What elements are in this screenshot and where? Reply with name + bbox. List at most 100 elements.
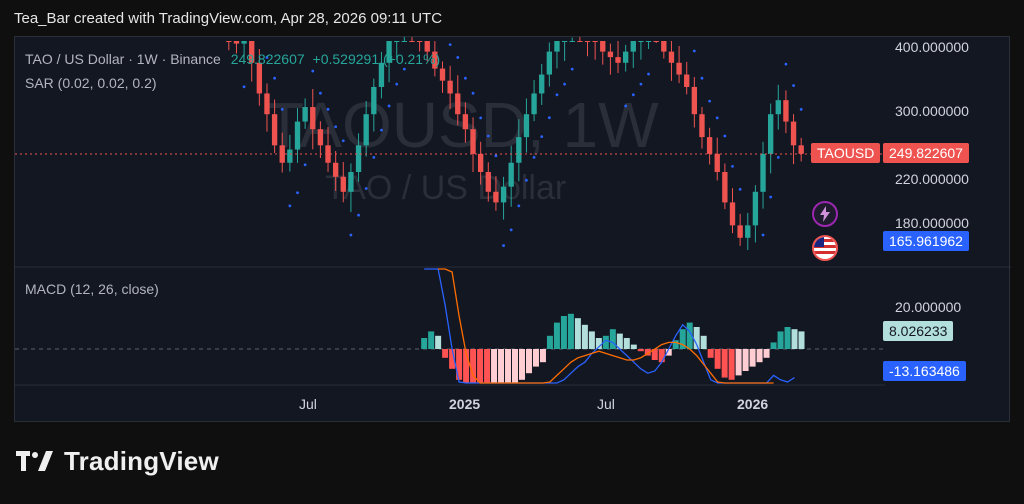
candle-body <box>767 114 774 154</box>
us-flag-icon[interactable] <box>812 235 838 261</box>
sar-dot <box>509 228 513 232</box>
price-label-400: 400.000000 <box>895 39 969 55</box>
candle-body <box>668 51 675 63</box>
macd-histogram-bar <box>784 327 791 349</box>
sar-dot <box>296 191 299 195</box>
macd-histogram-bar <box>595 338 602 349</box>
sar-dot <box>318 91 322 95</box>
sar-dot <box>494 154 498 158</box>
sar-dot <box>738 187 742 191</box>
candle-body <box>775 100 781 115</box>
candle-body <box>622 51 629 63</box>
sar-dot <box>372 155 376 159</box>
candle-body <box>287 149 293 163</box>
tradingview-logo-icon <box>16 450 53 471</box>
macd-histogram-bar <box>512 349 518 383</box>
candle-body <box>432 51 438 69</box>
macd-histogram-bar <box>560 316 567 349</box>
candle-body <box>363 114 369 146</box>
macd-histogram-bar <box>449 349 456 369</box>
candle-body <box>790 121 797 146</box>
symbol-tag: TAOUSD <box>811 143 881 163</box>
macd-histogram-bar <box>707 349 714 358</box>
candle-body <box>493 191 499 203</box>
candle-body <box>539 74 545 94</box>
candle-body <box>584 41 591 42</box>
candle-body <box>271 114 278 146</box>
macd-histogram-bar <box>421 338 428 349</box>
sar-dot <box>631 93 635 97</box>
macd-histogram-bar <box>525 349 532 374</box>
candle-body <box>645 41 652 42</box>
sar-dot <box>265 56 269 59</box>
candle-body <box>531 93 537 115</box>
candle-body <box>325 145 331 163</box>
macd-histogram-bar <box>644 349 651 356</box>
macd-histogram-bar <box>456 349 463 380</box>
sar-dot <box>731 165 734 168</box>
macd-histogram-bar <box>777 331 784 349</box>
candle-body <box>340 176 346 192</box>
macd-histogram-bar <box>651 349 658 360</box>
candle-body <box>264 93 270 115</box>
macd-histogram-bar <box>581 324 588 349</box>
sar-dot <box>288 204 292 208</box>
candle-body <box>455 93 461 115</box>
macd-histogram-bar <box>484 349 491 383</box>
price-label-220: 220.000000 <box>895 171 969 187</box>
time-axis-label: Jul <box>299 396 317 412</box>
candle-body <box>508 162 514 187</box>
macd-histogram-bar <box>714 349 721 369</box>
lightning-icon[interactable] <box>812 201 838 227</box>
macd-histogram-bar <box>658 349 665 363</box>
symbol-title: TAO / US Dollar · 1W · Binance <box>25 51 221 67</box>
candle-body <box>691 86 698 115</box>
sar-dot <box>303 163 307 167</box>
sar-dot <box>715 116 719 120</box>
sar-dot <box>776 155 780 159</box>
candle-body <box>401 41 408 42</box>
macd-histogram-bar <box>532 349 539 367</box>
sar-dot <box>448 43 452 47</box>
candle-body <box>684 74 690 87</box>
candle-body <box>638 41 644 42</box>
candle-body <box>600 41 606 52</box>
time-axis-label: 2026 <box>737 396 768 412</box>
sar-dot <box>463 76 467 80</box>
macd-histogram-bar <box>791 329 798 349</box>
candle-body <box>470 129 476 154</box>
candle-body <box>409 41 415 42</box>
sar-dot <box>402 67 406 71</box>
tradingview-logo[interactable]: TradingView <box>16 446 219 477</box>
candle-body <box>630 41 636 52</box>
candle-body <box>546 51 553 75</box>
candle-body <box>241 41 247 44</box>
current-price-tag: 249.822607 <box>883 143 969 163</box>
sar-dot <box>708 99 712 103</box>
macd-histogram-bar <box>700 335 707 349</box>
macd-histogram-bar <box>491 349 498 383</box>
candle-body <box>310 107 316 130</box>
candle-body <box>249 41 255 63</box>
candle-body <box>653 41 659 42</box>
chart-frame[interactable]: TAOUSD, 1W TAO / US Dollar Jul 2025 Jul 2026 … <box>14 36 1011 423</box>
sar-dot <box>540 135 544 139</box>
candle-body <box>279 145 285 163</box>
candle-body <box>737 225 743 238</box>
sar-dot <box>349 233 353 237</box>
sar-dot <box>532 155 536 159</box>
macd-histogram-bar <box>539 349 546 363</box>
sar-dot <box>479 116 483 120</box>
macd-histogram-bar <box>609 329 616 349</box>
macd-histogram-bar <box>546 335 553 349</box>
price-label-300: 300.000000 <box>895 103 969 119</box>
chart-canvas[interactable]: TAOUSD, 1W TAO / US Dollar Jul 2025 Jul 2026 <box>15 37 1011 423</box>
tradingview-logo-text: TradingView <box>64 446 219 476</box>
candle-body <box>592 41 598 42</box>
candle-body <box>615 57 621 63</box>
candle-body <box>745 225 751 238</box>
candle-body <box>798 145 804 154</box>
sar-dot <box>761 233 765 237</box>
sar-dot <box>555 93 559 97</box>
sar-dot <box>784 62 788 66</box>
